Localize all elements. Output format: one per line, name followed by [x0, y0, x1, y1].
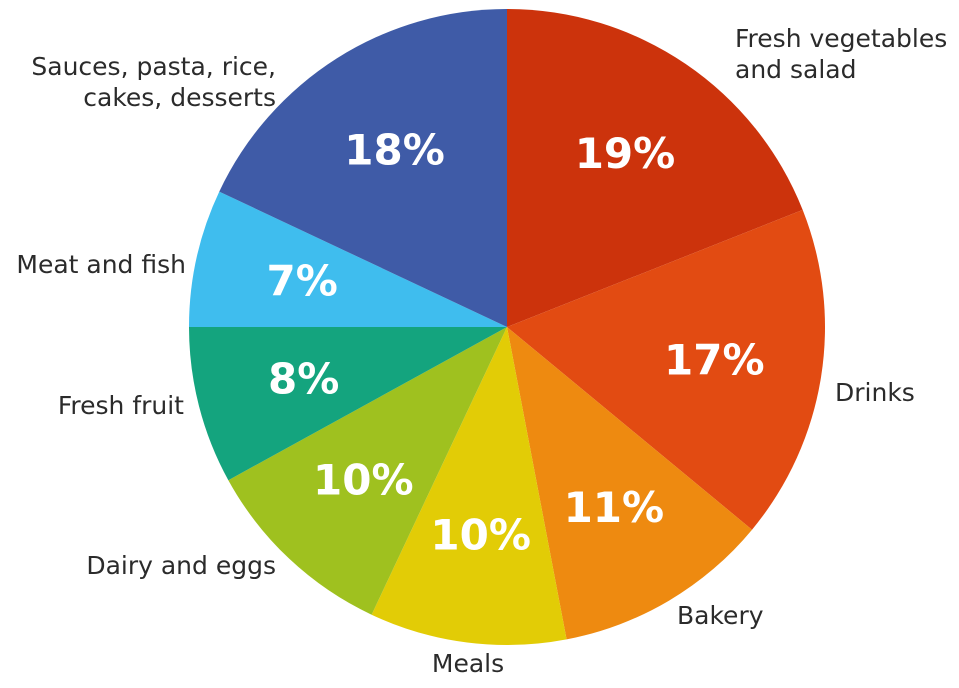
slice-category-label: Drinks	[835, 378, 915, 407]
category-label-line: and salad	[735, 55, 856, 84]
category-label-line: Fresh fruit	[58, 391, 184, 420]
category-label-line: Bakery	[677, 601, 764, 630]
slice-category-label: Fresh vegetables and salad	[735, 24, 947, 84]
slice-category-label: Sauces, pasta, rice, cakes, desserts	[31, 52, 276, 112]
category-label-line: Dairy and eggs	[86, 551, 276, 580]
pie-slice	[189, 191, 507, 327]
category-label-line: Sauces, pasta, rice,	[31, 52, 276, 81]
category-label-line: cakes, desserts	[83, 83, 276, 112]
pie-slices	[189, 9, 825, 645]
slice-category-label: Bakery	[677, 601, 764, 630]
slice-percentage-label: 7%	[267, 257, 338, 306]
slice-percentage-label: 19%	[575, 129, 676, 178]
slice-percentage-label: 10%	[313, 455, 414, 504]
percentage-labels: 19% 17% 11% 10% 10% 8% 7% 18%	[267, 125, 765, 559]
category-labels: Fresh vegetables and salad Drinks Bakery Mea…	[16, 24, 947, 678]
category-label-line: Fresh vegetables	[735, 24, 947, 53]
slice-percentage-label: 11%	[564, 483, 665, 532]
pie-slice	[371, 327, 567, 645]
slice-category-label: Fresh fruit	[58, 391, 184, 420]
slice-percentage-label: 8%	[268, 355, 339, 404]
slice-percentage-label: 17%	[664, 335, 765, 384]
category-label-line: Meat and fish	[16, 250, 186, 279]
pie-slice	[507, 327, 753, 640]
pie-slice	[507, 209, 825, 530]
slice-percentage-label: 10%	[430, 511, 531, 560]
slice-category-label: Meals	[432, 649, 504, 678]
slice-category-label: Dairy and eggs	[86, 551, 276, 580]
pie-slice	[189, 327, 507, 481]
category-label-line: Drinks	[835, 378, 915, 407]
slice-percentage-label: 18%	[344, 125, 445, 174]
pie-slice	[219, 9, 507, 327]
slice-category-label: Meat and fish	[16, 250, 186, 279]
category-label-line: Meals	[432, 649, 504, 678]
pie-slice	[507, 9, 803, 327]
pie-slice	[228, 327, 507, 615]
